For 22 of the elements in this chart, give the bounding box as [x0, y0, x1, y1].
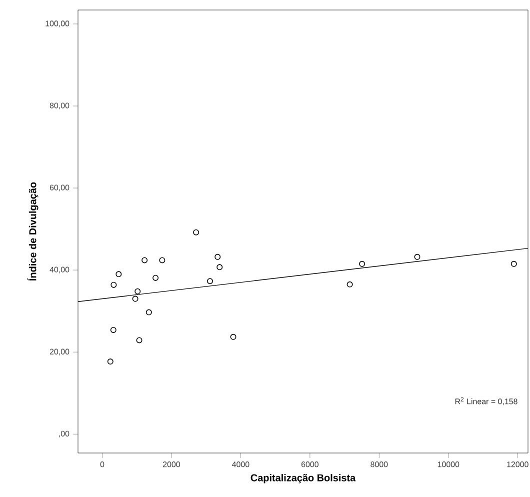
point — [136, 337, 142, 344]
point — [359, 260, 366, 267]
point — [142, 257, 148, 264]
point — [116, 271, 122, 278]
point — [107, 358, 114, 365]
point — [346, 281, 353, 288]
point — [214, 254, 221, 260]
y-axis-title: Índice de Divulgação — [27, 182, 38, 281]
point — [230, 334, 236, 340]
point — [110, 326, 116, 333]
point — [193, 229, 200, 236]
point — [152, 274, 159, 281]
point — [134, 288, 141, 294]
point — [132, 296, 138, 302]
point — [414, 254, 420, 260]
point — [146, 309, 152, 316]
point — [206, 278, 213, 284]
point — [110, 282, 117, 288]
point — [216, 264, 223, 270]
point — [159, 257, 166, 264]
point — [510, 260, 517, 267]
x-axis-title: Capitalização Bolsista — [250, 474, 356, 484]
